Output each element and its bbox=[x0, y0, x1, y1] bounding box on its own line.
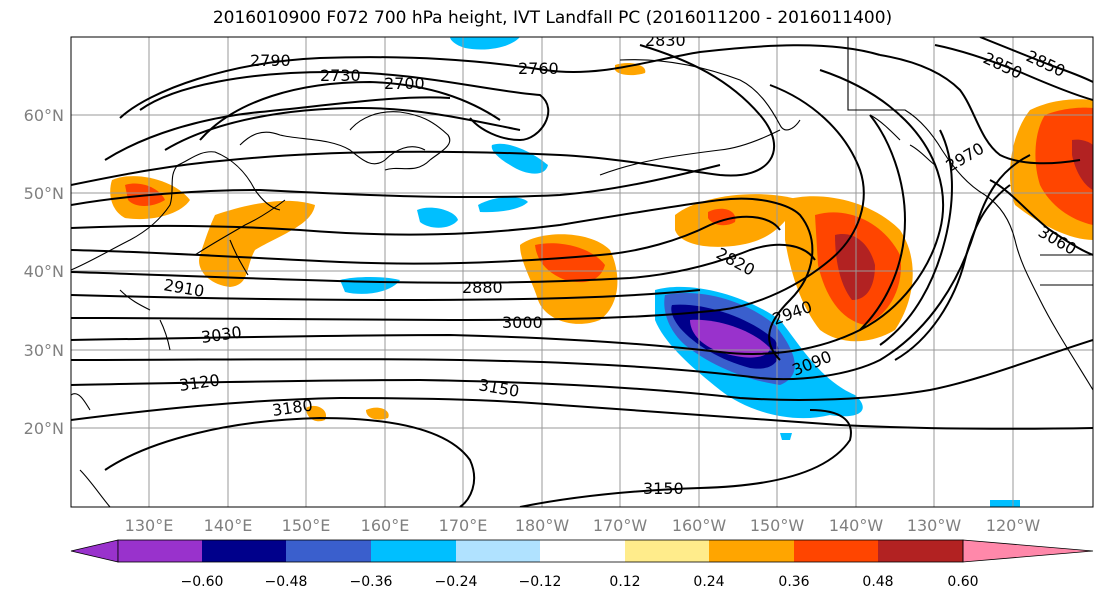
lon-label: 140°W bbox=[829, 516, 884, 535]
lat-label: 30°N bbox=[24, 341, 64, 360]
colorbar-tick-label: −0.12 bbox=[519, 574, 562, 590]
contour-label: 2700 bbox=[384, 74, 425, 93]
colorbar: −0.60 −0.48 −0.36 −0.24 −0.12 0.12 0.24 … bbox=[70, 539, 1094, 590]
colorbar-frame bbox=[117, 539, 964, 563]
colorbar-tick-label: 0.24 bbox=[693, 574, 724, 590]
colorbar-segment bbox=[625, 540, 709, 562]
colorbar-segment bbox=[286, 540, 371, 562]
colorbar-tick-label: 0.12 bbox=[609, 574, 640, 590]
contour-label: 2880 bbox=[462, 278, 503, 297]
lat-label: 20°N bbox=[24, 419, 64, 438]
colorbar-segment bbox=[202, 540, 286, 562]
colorbar-tick-label: 0.60 bbox=[947, 574, 978, 590]
colorbar-tick-label: −0.24 bbox=[435, 574, 478, 590]
lon-label: 160°W bbox=[672, 516, 727, 535]
colorbar-tick-label: 0.36 bbox=[778, 574, 809, 590]
colorbar-segment bbox=[456, 540, 540, 562]
colorbar-tick-label: 0.48 bbox=[862, 574, 893, 590]
contour-label: 2730 bbox=[320, 66, 361, 85]
colorbar-tick-label: −0.48 bbox=[265, 574, 308, 590]
contour-label: 2760 bbox=[518, 59, 559, 78]
latitude-labels: 60°N 50°N 40°N 30°N 20°N bbox=[24, 106, 64, 438]
map-title: 2016010900 F072 700 hPa height, IVT Land… bbox=[212, 8, 893, 28]
lon-label: 150°W bbox=[750, 516, 805, 535]
lon-label: 120°W bbox=[986, 516, 1041, 535]
lon-label: 160°E bbox=[361, 516, 410, 535]
contour-label: 3000 bbox=[502, 313, 543, 332]
colorbar-left-extension bbox=[70, 539, 119, 563]
lat-label: 60°N bbox=[24, 106, 64, 125]
colorbar-segment bbox=[794, 540, 878, 562]
colorbar-segment bbox=[371, 540, 456, 562]
colorbar-segment bbox=[118, 540, 202, 562]
contour-label: 3150 bbox=[643, 479, 684, 498]
colorbar-segment bbox=[709, 540, 794, 562]
colorbar-segment bbox=[878, 540, 963, 562]
lon-label: 130°E bbox=[125, 516, 174, 535]
contour-label: 2790 bbox=[250, 51, 291, 70]
map-frame bbox=[70, 36, 1094, 508]
lon-label: 170°W bbox=[593, 516, 648, 535]
colorbar-tick-label: −0.36 bbox=[350, 574, 393, 590]
lat-label: 40°N bbox=[24, 262, 64, 281]
contour-label: 2830 bbox=[645, 31, 686, 50]
colorbar-segment bbox=[540, 540, 625, 562]
lon-label: 130°W bbox=[907, 516, 962, 535]
lon-label: 180°W bbox=[515, 516, 570, 535]
colorbar-right-extension bbox=[962, 539, 1094, 563]
lon-label: 170°E bbox=[439, 516, 488, 535]
longitude-labels: 130°E 140°E 150°E 160°E 170°E 180°W 170°… bbox=[125, 516, 1041, 535]
lon-label: 150°E bbox=[282, 516, 331, 535]
lon-label: 140°E bbox=[204, 516, 253, 535]
lat-label: 50°N bbox=[24, 184, 64, 203]
height-contours bbox=[71, 37, 1093, 507]
colorbar-tick-label: −0.60 bbox=[181, 574, 224, 590]
